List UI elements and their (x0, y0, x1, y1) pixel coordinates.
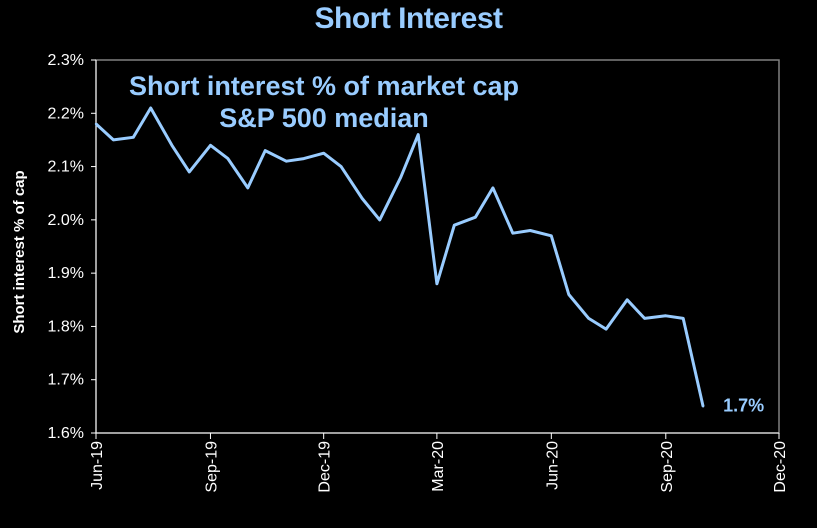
data-point (361, 197, 364, 200)
data-point (550, 234, 553, 238)
data-point (528, 229, 532, 232)
end-value-label: 1.7% (723, 395, 764, 415)
x-tick-label: Mar-20 (430, 441, 447, 492)
data-point (682, 317, 685, 320)
x-tick-label: Jun-20 (544, 441, 561, 490)
x-tick-label: Dec-20 (772, 441, 789, 493)
data-point (435, 282, 439, 285)
x-tick-label: Dec-19 (317, 441, 334, 493)
x-tick-label: Sep-19 (203, 441, 220, 493)
data-point (209, 144, 212, 147)
annotation-line-2: S&P 500 median (219, 103, 429, 133)
y-tick-label: 1.8% (48, 318, 84, 335)
data-point (170, 144, 174, 147)
data-point (474, 215, 477, 219)
data-point (626, 298, 629, 301)
y-tick-label: 2.3% (48, 52, 84, 69)
chart-title: Short Interest (314, 2, 503, 35)
data-point (188, 170, 191, 174)
data-point (226, 157, 230, 160)
data-point (587, 317, 590, 320)
data-point (263, 149, 267, 152)
data-point (399, 176, 402, 179)
y-tick-label: 1.6% (48, 425, 84, 442)
data-point (246, 186, 249, 190)
data-point (567, 293, 570, 296)
data-point (132, 136, 135, 139)
y-tick-label: 1.9% (48, 265, 84, 282)
x-tick-label: Jun-19 (89, 441, 106, 490)
y-axis-label: Short interest % of cap (11, 170, 28, 333)
data-point (453, 223, 456, 227)
data-point (302, 157, 305, 160)
data-point (643, 317, 646, 320)
data-point (491, 186, 495, 190)
y-tick-label: 2.2% (48, 105, 84, 122)
data-point (701, 405, 705, 408)
data-point (417, 133, 420, 136)
data-point (94, 122, 98, 126)
y-tick-label: 2.0% (48, 212, 84, 229)
data-points (94, 106, 705, 408)
data-point (322, 152, 325, 155)
y-tick-label: 2.1% (48, 159, 84, 176)
data-point (378, 218, 381, 222)
data-point (149, 106, 152, 110)
x-axis: Jun-19 Sep-19 Dec-19 Mar-20 Jun-20 Sep-20 Dec-… (89, 433, 789, 493)
data-point (339, 165, 343, 168)
data-point (285, 160, 288, 163)
annotation-line-1: Short interest % of market cap (129, 71, 519, 101)
y-axis: 1.6% 1.7% 1.8% 1.9% 2.0% 2.1% 2.2% 2.3% (48, 52, 96, 442)
data-point (511, 231, 514, 235)
data-point (604, 327, 608, 331)
plot-area-border (95, 59, 780, 434)
y-tick-label: 1.7% (48, 372, 84, 389)
x-tick-label: Sep-20 (659, 441, 676, 493)
data-point (112, 138, 115, 142)
data-point (664, 314, 667, 317)
series-line (94, 106, 705, 407)
